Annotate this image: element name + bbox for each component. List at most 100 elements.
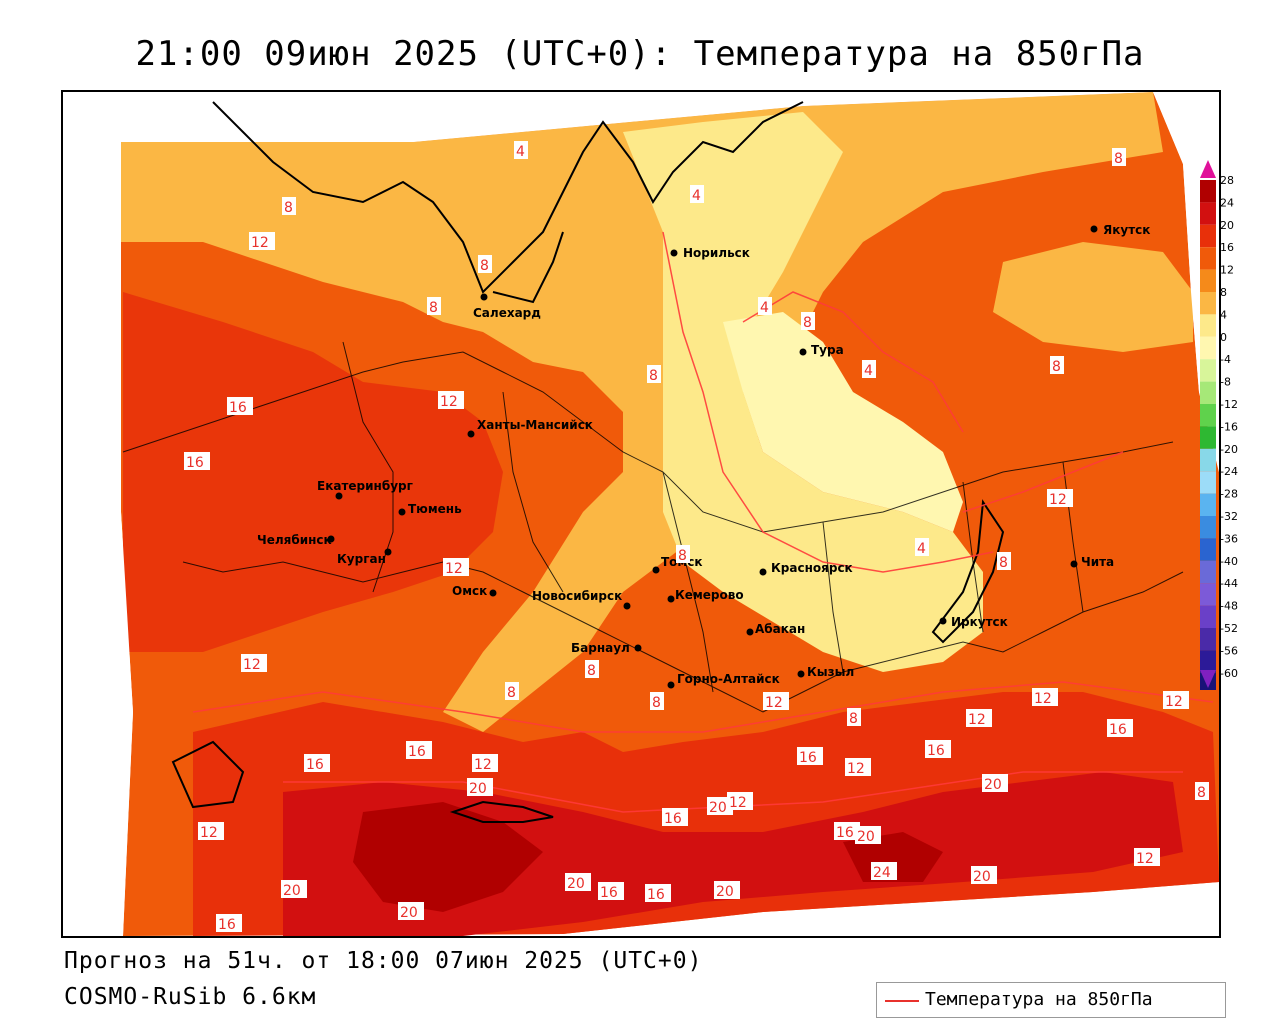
colorbar-tick-label: 8 bbox=[1220, 286, 1227, 299]
svg-text:16: 16 bbox=[600, 885, 618, 901]
city-yakutsk[interactable]: Якутск bbox=[1090, 223, 1151, 237]
svg-text:16: 16 bbox=[927, 743, 945, 759]
isotherm-label: 8 bbox=[1112, 148, 1126, 167]
svg-text:4: 4 bbox=[760, 300, 769, 316]
svg-text:20: 20 bbox=[973, 869, 991, 885]
svg-text:16: 16 bbox=[799, 750, 817, 766]
svg-text:24: 24 bbox=[873, 865, 891, 881]
city-gorno-altaysk[interactable]: Горно-Алтайск bbox=[667, 672, 780, 689]
colorbar-swatch bbox=[1200, 269, 1216, 292]
isotherm-label: 12 bbox=[1163, 691, 1189, 710]
isotherm-label: 24 bbox=[871, 862, 897, 881]
colorbar-tick-label: -32 bbox=[1220, 510, 1238, 523]
city-label: Абакан bbox=[755, 622, 805, 636]
zone-8-northeast bbox=[993, 242, 1193, 352]
map-title: 21:00 09июн 2025 (UTC+0): Температура на… bbox=[135, 34, 1145, 74]
zone-20-south bbox=[283, 772, 1183, 936]
colorbar-labels: 28 24 20 16 12 8 4 0 -4 -8 -12 -16 -20 -24 -28 -32 -36 -4… bbox=[1220, 174, 1238, 680]
svg-text:16: 16 bbox=[186, 455, 204, 471]
isotherm-label: 4 bbox=[862, 360, 876, 379]
isotherm-label: 20 bbox=[398, 902, 424, 921]
svg-text:8: 8 bbox=[803, 315, 812, 331]
isotherm-label: 16 bbox=[645, 884, 671, 903]
svg-text:8: 8 bbox=[507, 685, 516, 701]
isotherm-label: 8 bbox=[505, 682, 519, 701]
city-norilsk[interactable]: Норильск bbox=[670, 246, 750, 260]
svg-text:16: 16 bbox=[229, 400, 247, 416]
isotherm-label: 12 bbox=[1047, 489, 1073, 508]
svg-text:8: 8 bbox=[1052, 359, 1061, 375]
svg-text:8: 8 bbox=[429, 300, 438, 316]
svg-text:12: 12 bbox=[968, 712, 986, 728]
svg-text:20: 20 bbox=[400, 905, 418, 921]
isotherm-label: 8 bbox=[647, 365, 661, 384]
city-kurgan[interactable]: Курган bbox=[337, 548, 392, 567]
colorbar-tick-label: -28 bbox=[1220, 488, 1238, 501]
isotherm-label: 12 bbox=[727, 792, 753, 811]
svg-text:12: 12 bbox=[1049, 492, 1067, 508]
colorbar-tick-label: -52 bbox=[1220, 622, 1238, 635]
isotherm-label: 12 bbox=[241, 654, 267, 673]
isotherm-label: 16 bbox=[834, 822, 860, 841]
svg-text:16: 16 bbox=[1109, 722, 1127, 738]
city-chelyabinsk[interactable]: Челябинск bbox=[257, 533, 335, 547]
colorbar-swatch bbox=[1200, 314, 1216, 337]
outside-domain-top bbox=[121, 92, 1219, 142]
city-label: Барнаул bbox=[571, 641, 630, 655]
model-name: COSMO-RuSib 6.6км bbox=[64, 984, 317, 1010]
colorbar-swatch bbox=[1200, 605, 1216, 628]
city-omsk[interactable]: Омск bbox=[452, 584, 497, 598]
colorbar-swatch bbox=[1200, 202, 1216, 225]
isotherm-label: 12 bbox=[1134, 848, 1160, 867]
city-kyzyl[interactable]: Кызыл bbox=[797, 665, 855, 679]
isotherm-label: 12 bbox=[966, 709, 992, 728]
city-label: Салехард bbox=[473, 306, 541, 320]
colorbar-tick-label: -56 bbox=[1220, 644, 1238, 657]
colorbar-top-arrow bbox=[1200, 160, 1216, 178]
city-novosibirsk[interactable]: Новосибирск bbox=[532, 589, 631, 610]
colorbar-tick-label: -16 bbox=[1220, 420, 1238, 433]
city-kemerovo[interactable]: Кемерово bbox=[667, 588, 744, 603]
zone-12-west bbox=[123, 292, 503, 652]
svg-text:20: 20 bbox=[283, 883, 301, 899]
city-chita[interactable]: Чита bbox=[1070, 555, 1115, 569]
colorbar-tick-label: 12 bbox=[1220, 264, 1234, 277]
city-label: Ханты-Мансийск bbox=[477, 418, 593, 432]
svg-text:12: 12 bbox=[1136, 851, 1154, 867]
svg-text:8: 8 bbox=[849, 711, 858, 727]
city-tura[interactable]: Тура bbox=[799, 343, 844, 357]
city-krasnoyarsk[interactable]: Красноярск bbox=[759, 561, 853, 576]
temperature-map[interactable]: Норильск Якутск Салехард Тура Ханты-Манс… bbox=[61, 90, 1221, 938]
city-tyumen[interactable]: Тюмень bbox=[398, 502, 463, 516]
isotherm-label: 20 bbox=[714, 881, 740, 900]
isotherm-label: 16 bbox=[184, 452, 210, 471]
isotherm-label: 20 bbox=[707, 797, 733, 816]
city-label: Красноярск bbox=[771, 561, 853, 575]
isotherm-label: 8 bbox=[427, 297, 441, 316]
city-label: Кызыл bbox=[807, 665, 854, 679]
isotherm-label: 4 bbox=[915, 538, 929, 557]
isotherm-label: 4 bbox=[690, 185, 704, 204]
zone-4 bbox=[623, 112, 983, 672]
isotherm-label: 16 bbox=[406, 741, 432, 760]
isotherm-label: 20 bbox=[565, 873, 591, 892]
svg-text:12: 12 bbox=[474, 757, 492, 773]
isotherm-label: 4 bbox=[758, 297, 772, 316]
isotherm-label: 8 bbox=[478, 255, 492, 274]
city-irkutsk[interactable]: Иркутск bbox=[939, 615, 1008, 629]
city-salekhard[interactable]: Салехард bbox=[473, 293, 541, 321]
legend-label: Температура на 850гПа bbox=[925, 989, 1153, 1010]
svg-text:12: 12 bbox=[251, 235, 269, 251]
city-khanty-mansiysk[interactable]: Ханты-Мансийск bbox=[467, 418, 593, 438]
legend-line-swatch bbox=[885, 1000, 919, 1002]
isotherm-label: 16 bbox=[304, 754, 330, 773]
svg-text:8: 8 bbox=[999, 555, 1008, 571]
colorbar-tick-label: -4 bbox=[1220, 353, 1231, 366]
city-barnaul[interactable]: Барнаул bbox=[571, 641, 642, 655]
colorbar-swatches bbox=[1200, 180, 1216, 690]
city-abakan[interactable]: Абакан bbox=[746, 622, 806, 636]
city-label: Челябинск bbox=[257, 533, 332, 547]
isotherm-label: 12 bbox=[472, 754, 498, 773]
map-legend: Температура на 850гПа bbox=[876, 982, 1226, 1018]
city-yekaterinburg[interactable]: Екатеринбург bbox=[317, 479, 413, 500]
